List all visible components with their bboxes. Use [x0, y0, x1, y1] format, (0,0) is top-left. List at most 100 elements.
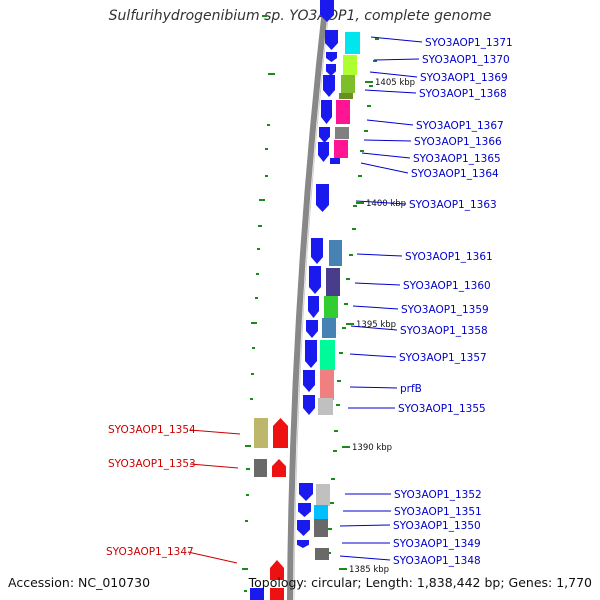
reverse-gene-arrow	[273, 418, 288, 448]
gene-label-line	[356, 253, 403, 257]
tick-mark	[267, 124, 270, 126]
scale-tick: 1385 kbp	[339, 565, 389, 575]
reverse-genes: SYO3AOP1_1354 SYO3AOP1_1353 SYO3AOP1_1347	[106, 418, 288, 580]
scale-tick: 1390 kbp	[342, 443, 392, 453]
backbone-group	[287, 0, 331, 600]
gene-color-block	[320, 340, 335, 370]
gene-label: SYO3AOP1_1369	[420, 72, 508, 84]
scale-tick: 1405 kbp	[365, 78, 415, 88]
gene-color-block	[315, 548, 329, 560]
gene-color-block	[322, 318, 336, 338]
gene-feature: SYO3AOP1_1366	[335, 127, 502, 148]
scale-tick: 1395 kbp	[346, 320, 396, 330]
gene-label-line	[364, 89, 417, 94]
tick-mark	[242, 568, 248, 570]
forward-gene-arrow	[326, 64, 336, 76]
tick-mark	[265, 148, 268, 150]
outer-tick-ring	[242, 15, 275, 592]
gene-label: SYO3AOP1_1354	[108, 424, 196, 436]
gene-label: SYO3AOP1_1357	[399, 352, 487, 364]
tick-mark	[352, 228, 356, 230]
scale-tick: 1400 kbp	[356, 199, 406, 209]
gene-color-block	[316, 484, 330, 506]
gene-label: SYO3AOP1_1363	[409, 199, 497, 211]
tick-mark	[257, 248, 260, 250]
tick-mark	[262, 15, 267, 17]
scale-tick-label: 1390 kbp	[352, 443, 392, 453]
gene-label-line	[352, 305, 399, 310]
forward-gene-arrow	[311, 238, 323, 264]
tick-mark	[258, 225, 262, 227]
gene-color-block	[254, 459, 267, 477]
gene-feature: SYO3AOP1_1371	[345, 32, 513, 54]
gene-feature: SYO3AOP1_1367	[336, 100, 504, 132]
tick-mark	[245, 445, 251, 447]
gene-feature: SYO3AOP1_1354	[108, 418, 288, 448]
tick-mark	[250, 398, 253, 400]
forward-arrows	[297, 0, 338, 548]
forward-gene-arrow	[319, 127, 330, 143]
reverse-gene-arrow	[272, 459, 286, 477]
gene-color-block	[326, 268, 340, 296]
tick-mark	[339, 352, 343, 354]
gene-feature: prfB	[320, 370, 422, 400]
gene-color-block	[343, 55, 357, 75]
gene-feature: SYO3AOP1_1351	[314, 505, 482, 519]
gene-label: SYO3AOP1_1364	[411, 168, 499, 180]
forward-gene-arrow	[320, 0, 334, 22]
reverse-gene-arrow	[270, 588, 284, 600]
gene-color-block	[336, 100, 350, 124]
gene-label-line	[373, 58, 420, 61]
gene-label-line	[366, 119, 414, 126]
gene-label: SYO3AOP1_1365	[413, 153, 501, 165]
backbone-highlight	[293, 0, 331, 600]
forward-gene-arrow	[321, 100, 332, 124]
gene-color-block	[254, 418, 268, 448]
gene-feature: SYO3AOP1_1357	[320, 340, 487, 370]
gene-feature: SYO3AOP1_1352	[316, 484, 482, 506]
gene-label: SYO3AOP1_1358	[400, 325, 488, 337]
gene-label-line	[339, 524, 391, 527]
gene-label: SYO3AOP1_1361	[405, 251, 493, 263]
tick-mark	[245, 520, 248, 522]
tick-mark	[373, 60, 377, 62]
tick-mark	[328, 528, 332, 530]
gene-feature: SYO3AOP1_1353	[108, 458, 286, 477]
tick-mark	[349, 254, 353, 256]
scale-tick-label: 1385 kbp	[349, 565, 389, 575]
forward-gene-arrow	[309, 266, 321, 294]
gene-label-line	[355, 200, 407, 205]
scale-tick-label: 1405 kbp	[375, 78, 415, 88]
tick-mark	[344, 303, 348, 305]
gene-label: SYO3AOP1_1367	[416, 120, 504, 132]
forward-gene-arrow	[323, 75, 335, 97]
gene-label: SYO3AOP1_1353	[108, 458, 196, 470]
gene-color-block	[339, 93, 353, 99]
forward-gene-arrow	[298, 503, 311, 517]
tick-mark	[252, 347, 255, 349]
gene-label-line	[350, 325, 398, 331]
scale-tick-label: 1395 kbp	[356, 320, 396, 330]
gene-label-line	[349, 386, 398, 389]
tick-mark	[369, 85, 373, 87]
gene-color-block	[329, 240, 342, 266]
gene-feature: SYO3AOP1_1363	[355, 199, 497, 211]
gene-feature: SYO3AOP1_1359	[324, 296, 489, 318]
gene-color-block	[314, 505, 328, 519]
tick-mark	[336, 404, 340, 406]
inner-tick-ring	[327, 38, 379, 554]
gene-label-line	[187, 551, 238, 564]
gene-label: SYO3AOP1_1347	[106, 546, 194, 558]
forward-gene-arrow	[308, 296, 319, 318]
gene-label-line	[349, 353, 397, 358]
gene-feature: SYO3AOP1_1360	[326, 268, 491, 296]
gene-label: prfB	[400, 383, 422, 395]
tick-mark	[246, 468, 250, 470]
gene-label: SYO3AOP1_1352	[394, 489, 482, 501]
forward-gene-arrow	[318, 142, 329, 162]
gene-feature: SYO3AOP1_1364	[330, 158, 499, 180]
forward-gene-arrow	[303, 370, 315, 392]
tick-mark	[353, 205, 357, 207]
tick-mark	[246, 494, 249, 496]
